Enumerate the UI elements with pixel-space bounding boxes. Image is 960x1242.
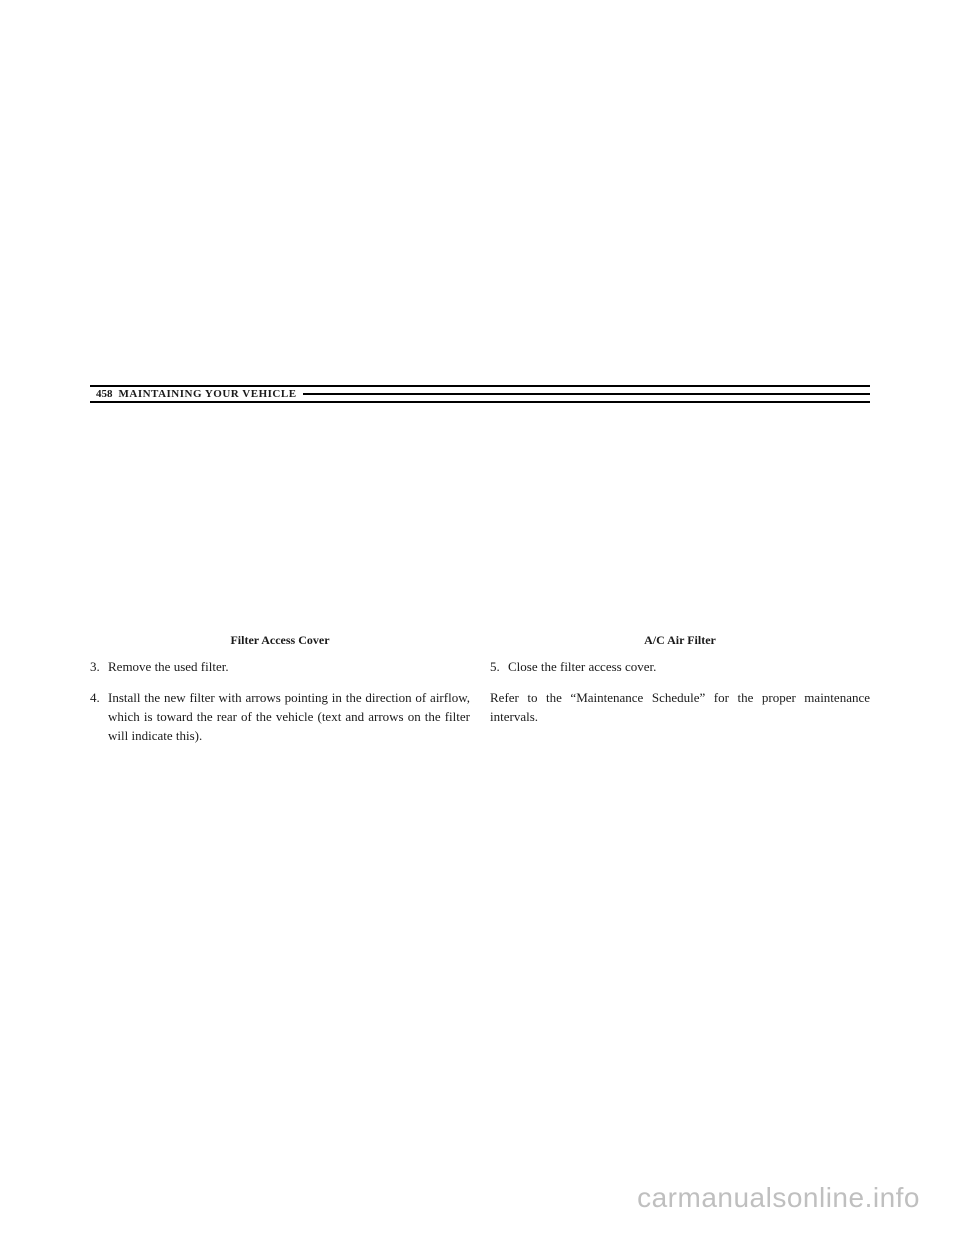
step-item: 3. Remove the used filter. xyxy=(90,658,470,677)
step-number: 3. xyxy=(90,658,108,677)
step-item: 4. Install the new filter with arrows po… xyxy=(90,689,470,746)
page-content: 458 MAINTAINING YOUR VEHICLE Filter Acce… xyxy=(90,385,870,757)
watermark: carmanualsonline.info xyxy=(637,1182,920,1214)
left-column: Filter Access Cover 3. Remove the used f… xyxy=(90,633,470,757)
step-number: 4. xyxy=(90,689,108,746)
page-header: 458 MAINTAINING YOUR VEHICLE xyxy=(90,385,870,403)
step-text: Close the filter access cover. xyxy=(508,658,870,677)
step-text: Install the new filter with arrows point… xyxy=(108,689,470,746)
right-column: A/C Air Filter 5. Close the filter acces… xyxy=(490,633,870,757)
figure-caption-left: Filter Access Cover xyxy=(90,633,470,648)
step-text: Remove the used filter. xyxy=(108,658,470,677)
step-item: 5. Close the filter access cover. xyxy=(490,658,870,677)
content-columns: Filter Access Cover 3. Remove the used f… xyxy=(90,633,870,757)
body-paragraph: Refer to the “Maintenance Schedule” for … xyxy=(490,689,870,727)
section-title: MAINTAINING YOUR VEHICLE xyxy=(119,388,297,400)
step-number: 5. xyxy=(490,658,508,677)
page-number: 458 xyxy=(90,388,119,400)
figure-caption-right: A/C Air Filter xyxy=(490,633,870,648)
header-rule xyxy=(303,393,870,395)
